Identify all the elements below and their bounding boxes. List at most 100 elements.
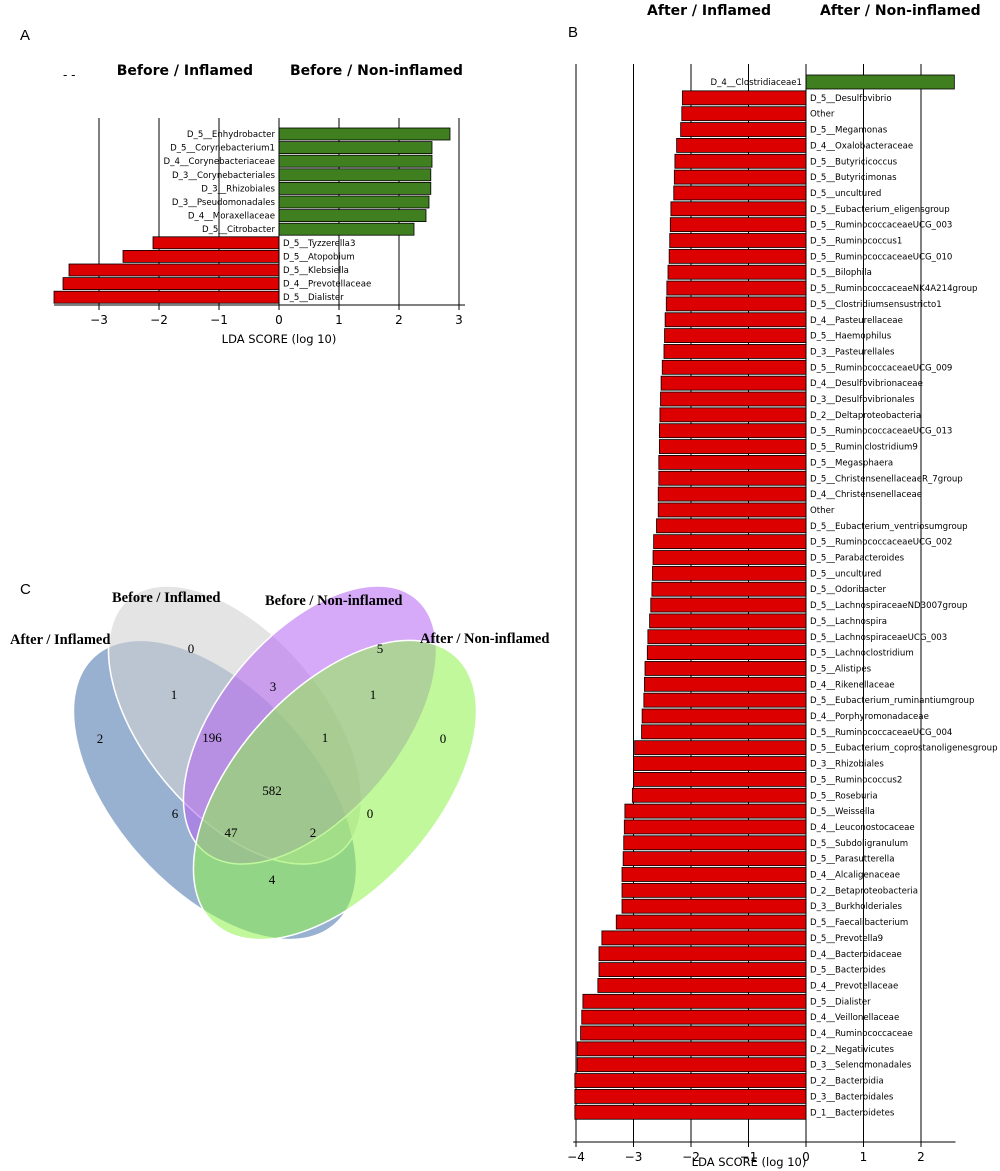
b-taxon-label: D_5__Subdoligranulum xyxy=(810,839,908,849)
a-taxon-label: D_5__Corynebacterium1 xyxy=(170,144,275,154)
b-bar xyxy=(660,375,807,391)
b-taxon-label: D_5__Lachnospira xyxy=(810,617,887,627)
b-taxon-label: D_3__Bacteroidales xyxy=(810,1092,894,1102)
a-bar xyxy=(278,222,415,236)
venn-label-before-inflamed: Before / Inflamed xyxy=(112,590,220,606)
a-bar xyxy=(122,249,280,263)
b-bar xyxy=(653,534,807,550)
b-bar xyxy=(673,169,807,185)
b-taxon-label: D_4__Oxalobacteraceae xyxy=(810,141,913,151)
b-bar xyxy=(580,1025,807,1041)
b-taxon-label: D_4__Clostridiaceae1 xyxy=(710,78,802,88)
a-tick-label: 0 xyxy=(275,313,283,327)
b-taxon-label: D_5__Roseburia xyxy=(810,791,878,801)
venn-count: 0 xyxy=(188,641,195,656)
panel-a-group-right: Before / Non-inflamed xyxy=(290,63,463,79)
b-taxon-label: D_5__RuminococcaceaeNK4A214group xyxy=(810,284,978,294)
b-taxon-label: D_4__Ruminococcaceae xyxy=(810,1029,913,1039)
b-taxon-label: D_2__Bacteroidia xyxy=(810,1077,884,1087)
a-taxon-label: D_4__Moraxellaceae xyxy=(188,212,275,222)
b-taxon-label: D_5__Prevotella9 xyxy=(810,934,883,944)
b-bar xyxy=(623,835,807,851)
b-bar xyxy=(641,724,807,740)
b-bar xyxy=(647,629,807,645)
b-taxon-label: Other xyxy=(810,506,835,516)
b-bar xyxy=(664,312,807,328)
a-bar xyxy=(278,195,430,209)
b-bar xyxy=(664,328,807,344)
b-bar xyxy=(681,90,807,106)
b-taxon-label: D_3__Burkholderiales xyxy=(810,902,903,912)
b-bar xyxy=(631,787,807,803)
panel-a-lda-chart: - - Before / Inflamed Before / Non-infla… xyxy=(53,63,465,346)
b-taxon-label: D_1__Bacteroidetes xyxy=(810,1108,895,1118)
b-taxon-label: D_5__Eubacterium_coprostanoligenesgroup xyxy=(810,744,998,754)
b-bar xyxy=(670,201,807,217)
panel-a-xlabel: LDA SCORE (log 10) xyxy=(222,332,337,346)
b-taxon-label: D_5__Parabacteroides xyxy=(810,554,905,564)
b-taxon-label: D_4__Bacteroidaceae xyxy=(810,950,902,960)
panel-a-x-axis: −3 −2 −1 0 1 2 3 xyxy=(54,118,465,327)
a-tick-label: −2 xyxy=(150,313,168,327)
b-bar xyxy=(658,439,807,454)
b-bar xyxy=(669,217,807,233)
a-bar xyxy=(53,290,280,304)
panel-b-bars xyxy=(574,74,955,1120)
b-taxon-label: D_5__Haemophilus xyxy=(810,332,892,342)
b-taxon-label: D_3__Rhizobiales xyxy=(810,760,884,770)
b-taxon-label: D_3__Selenomonadales xyxy=(810,1061,912,1071)
b-taxon-label: D_5__Eubacterium_ventriosumgroup xyxy=(810,522,968,532)
b-taxon-label: D_3__Desulfovibrionales xyxy=(810,395,915,405)
panel-b-lda-chart: After / Inflamed After / Non-inflamed D_… xyxy=(567,3,997,1169)
b-bar xyxy=(668,248,807,264)
b-bar xyxy=(574,1089,807,1104)
panel-label-c: C xyxy=(20,581,31,598)
b-bar xyxy=(621,898,807,914)
b-taxon-label: D_5__Clostridiumsensustricto1 xyxy=(810,300,942,310)
b-taxon-label: D_5__Desulfovibrio xyxy=(810,94,892,104)
b-bar xyxy=(574,1073,807,1088)
panel-a-group-left: Before / Inflamed xyxy=(117,63,253,79)
b-tick-label: −2 xyxy=(682,1150,700,1164)
panel-b-xlabel: LDA SCORE (log 10) xyxy=(692,1155,807,1169)
panel-c-venn-diagram: After / Inflamed Before / Inflamed Befor… xyxy=(10,585,549,941)
venn-count: 1 xyxy=(322,730,329,745)
panel-b-taxon-labels: D_4__Clostridiaceae1 D_5__Desulfovibrio Ot… xyxy=(710,78,997,1118)
b-bar xyxy=(643,692,807,708)
venn-count: 582 xyxy=(262,783,282,798)
venn-count: 196 xyxy=(202,730,222,745)
b-taxon-label: D_5__Butyricimonas xyxy=(810,173,897,183)
b-bar xyxy=(582,993,807,1009)
b-bar xyxy=(651,581,807,597)
b-taxon-label: D_4__Pasteurellaceae xyxy=(810,316,903,326)
b-bar xyxy=(652,565,807,581)
b-taxon-label: D_5__RuminococcaceaeUCG_003 xyxy=(810,221,952,231)
a-bar xyxy=(278,127,451,141)
b-taxon-label: D_5__Weissella xyxy=(810,807,875,817)
venn-label-after-inflamed: After / Inflamed xyxy=(10,632,110,648)
b-bar xyxy=(652,550,807,565)
venn-count: 0 xyxy=(440,731,447,746)
venn-count: 3 xyxy=(270,679,277,694)
b-taxon-label: D_5__RuminococcaceaeUCG_010 xyxy=(810,252,952,262)
venn-set-after-non-inflamed xyxy=(192,639,478,941)
panel-b-x-axis: −4 −3 −2 −1 0 1 2 xyxy=(567,64,956,1164)
b-bar xyxy=(581,1009,807,1025)
b-taxon-label: D_5__Parasutterella xyxy=(810,855,894,865)
b-bar xyxy=(660,391,807,407)
b-bar xyxy=(665,296,807,312)
b-taxon-label: D_5__uncultured xyxy=(810,569,881,579)
a-bar xyxy=(278,141,433,155)
a-taxon-label: D_5__Klebsiella xyxy=(283,266,349,276)
b-taxon-label: D_5__Eubacterium_ruminantiumgroup xyxy=(810,696,974,706)
a-bar xyxy=(68,263,280,277)
a-taxon-label: D_3__Rhizobiales xyxy=(201,184,275,194)
b-bar xyxy=(576,1041,807,1057)
b-taxon-label: D_4__Prevotellaceae xyxy=(810,981,898,991)
venn-count: 2 xyxy=(310,825,317,840)
b-taxon-label: D_5__Lachnoclostridium xyxy=(810,649,914,659)
b-bar xyxy=(658,470,807,486)
venn-count: 5 xyxy=(377,641,384,656)
b-bar xyxy=(621,867,807,882)
b-tick-label: −4 xyxy=(567,1150,585,1164)
